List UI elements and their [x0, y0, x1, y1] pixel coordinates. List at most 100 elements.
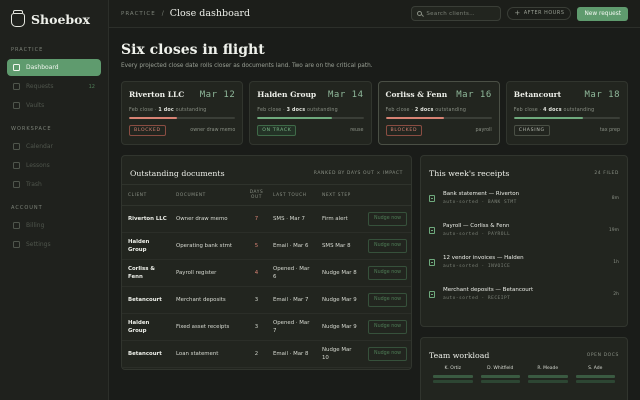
- close-card[interactable]: Betancourt Mar 18 Feb close · 4 docs outst…: [505, 81, 628, 145]
- close-card-header: Betancourt Mar 18: [514, 90, 620, 100]
- row-action-cell: Nudge now: [362, 205, 411, 233]
- receipts-panel-header: This week's receipts 24 FILED: [421, 156, 627, 182]
- receipt-item[interactable]: Merchant deposits — Betancourt auto-sorte…: [421, 278, 627, 310]
- close-card-progress-fill: [257, 117, 332, 119]
- close-card-footer: BLOCKED payroll: [385, 125, 492, 136]
- row-days-out: 4: [243, 259, 267, 287]
- sidebar-item-requests[interactable]: Requests 12: [7, 78, 101, 95]
- workload-member[interactable]: D. Whitfield: [477, 366, 525, 385]
- nudge-now-button[interactable]: Nudge now: [368, 347, 408, 361]
- close-card[interactable]: Halden Group Mar 14 Feb close · 3 docs out…: [249, 81, 372, 145]
- close-card-progress-bar: [129, 117, 236, 119]
- receipts-panel: This week's receipts 24 FILED Bank state…: [420, 155, 628, 327]
- sidebar-item-label: Requests: [26, 83, 54, 90]
- workload-bar: [528, 380, 568, 383]
- new-request-button[interactable]: New request: [577, 6, 628, 21]
- close-card-date: Mar 14: [327, 90, 364, 100]
- close-card-note: payroll: [475, 128, 492, 133]
- sidebar-item-billing[interactable]: Billing: [7, 217, 101, 234]
- nudge-now-button[interactable]: Nudge now: [368, 239, 408, 253]
- row-action-cell: Nudge now: [362, 340, 411, 368]
- sidebar-item-trash[interactable]: Trash: [7, 176, 101, 193]
- close-card[interactable]: Riverton LLC Mar 12 Feb close · 1 doc outs…: [121, 81, 244, 145]
- workload-bar: [575, 375, 615, 378]
- row-client: Corliss & Fenn: [122, 259, 170, 287]
- workload-member[interactable]: R. Meade: [524, 366, 572, 385]
- sidebar-item-label: Settings: [26, 241, 51, 248]
- workload-member-name: D. Whitfield: [487, 366, 514, 371]
- sidebar-item-dashboard[interactable]: Dashboard: [7, 59, 101, 76]
- workload-member[interactable]: K. Ortiz: [429, 366, 477, 385]
- brand[interactable]: Shoebox: [7, 9, 101, 43]
- close-card-meta: Feb close · 2 docs outstanding: [385, 108, 467, 113]
- lessons-icon: [13, 162, 20, 169]
- close-card[interactable]: Corliss & Fenn Mar 16 Feb close · 2 docs o…: [377, 81, 500, 145]
- right-column: This week's receipts 24 FILED Bank state…: [420, 155, 628, 400]
- search-input[interactable]: Search clients…: [411, 6, 502, 21]
- close-card-note: reuse: [350, 128, 364, 133]
- receipt-list: Bank statement — Riverton auto-sorted · B…: [421, 182, 627, 310]
- vaults-icon: [13, 102, 20, 109]
- row-document: Loan statement: [170, 340, 243, 368]
- row-last-touch: Email · Mar 8: [267, 340, 316, 368]
- workload-member-name: K. Ortiz: [444, 366, 462, 371]
- after-hours-toggle[interactable]: + AFTER HOURS: [507, 7, 572, 20]
- workload-bar: [433, 380, 473, 383]
- receipt-item[interactable]: Bank statement — Riverton auto-sorted · B…: [421, 182, 627, 214]
- nudge-now-button[interactable]: Nudge now: [368, 212, 408, 226]
- receipt-title: Payroll — Corliss & Fenn: [443, 223, 510, 229]
- close-card-client: Halden Group: [257, 90, 317, 99]
- docs-panel-header: Outstanding documents RANKED BY DAYS OUT…: [122, 156, 411, 182]
- receipt-item[interactable]: 12 vendor invoices — Halden auto-sorted ·…: [421, 246, 627, 278]
- nudge-now-button[interactable]: Nudge now: [368, 320, 408, 334]
- receipt-time: 19m: [608, 227, 619, 233]
- team-workload-panel: Team workload OPEN DOCS K. Ortiz D. Whitf…: [420, 337, 628, 400]
- after-hours-label: AFTER HOURS: [523, 11, 565, 16]
- search-placeholder: Search clients…: [426, 10, 475, 17]
- trash-icon: [13, 181, 20, 188]
- sidebar-nav: PRACTICE Dashboard Requests 12 Vaults WORKSPA…: [7, 43, 101, 253]
- workload-bar: [575, 380, 615, 383]
- row-action-cell: Nudge now: [362, 259, 411, 287]
- search-icon: [417, 11, 423, 16]
- breadcrumb-section[interactable]: PRACTICE: [121, 10, 156, 17]
- workload-aux-label: OPEN DOCS: [586, 352, 619, 358]
- close-card-progress-bar: [257, 117, 364, 119]
- column-header: LAST TOUCH: [267, 184, 316, 206]
- workload-members: K. Ortiz D. Whitfield R. Meade S. Ade: [421, 364, 627, 385]
- hero-title: Six closes in flight: [121, 42, 265, 58]
- sidebar-item-settings[interactable]: Settings: [7, 236, 101, 253]
- sidebar-item-vaults[interactable]: Vaults: [7, 97, 101, 114]
- workload-member[interactable]: S. Ade: [572, 366, 620, 385]
- sidebar-item-label: Vaults: [26, 102, 45, 109]
- receipt-item[interactable]: Payroll — Corliss & Fenn auto-sorted · PA…: [421, 214, 627, 246]
- close-card-note: owner draw memo: [190, 128, 236, 133]
- close-card-doc-count: 4 docs: [543, 108, 562, 113]
- row-next-step: Nudge Mar 9: [316, 286, 362, 314]
- receipt-time: 1h: [613, 259, 619, 265]
- docs-panel-title: Outstanding documents: [130, 168, 225, 178]
- row-last-touch: Opened · Mar 7: [267, 313, 316, 341]
- docs-sort-label[interactable]: RANKED BY DAYS OUT × IMPACT: [313, 170, 403, 176]
- row-action-cell: Nudge now: [362, 313, 411, 341]
- column-header: CLIENT: [122, 184, 170, 206]
- close-card-header: Riverton LLC Mar 12: [129, 90, 235, 100]
- nudge-now-button[interactable]: Nudge now: [368, 293, 408, 307]
- sidebar-item-lessons[interactable]: Lessons: [7, 157, 101, 174]
- nudge-now-button[interactable]: Nudge now: [368, 266, 408, 280]
- close-card-client: Riverton LLC: [129, 90, 185, 99]
- status-badge: BLOCKED: [385, 125, 423, 136]
- receipt-body: Merchant deposits — Betancourt auto-sorte…: [443, 287, 613, 301]
- sidebar-item-calendar[interactable]: Calendar: [7, 138, 101, 155]
- page-title: Close dashboard: [169, 8, 251, 19]
- workload-panel-title: Team workload: [429, 350, 490, 360]
- requests-icon: [13, 83, 20, 90]
- table-row: Halden Group Operating bank stmt 5 Email · …: [122, 232, 411, 260]
- row-last-touch: Email · Mar 7: [267, 286, 316, 314]
- close-card-progress-bar: [385, 117, 492, 119]
- sidebar-section-label: WORKSPACE: [11, 126, 52, 132]
- row-action-cell: Nudge now: [362, 232, 411, 260]
- close-card-header: Halden Group Mar 14: [257, 90, 363, 100]
- table-row: Halden Group Fixed asset receipts 3 Opened …: [122, 313, 411, 341]
